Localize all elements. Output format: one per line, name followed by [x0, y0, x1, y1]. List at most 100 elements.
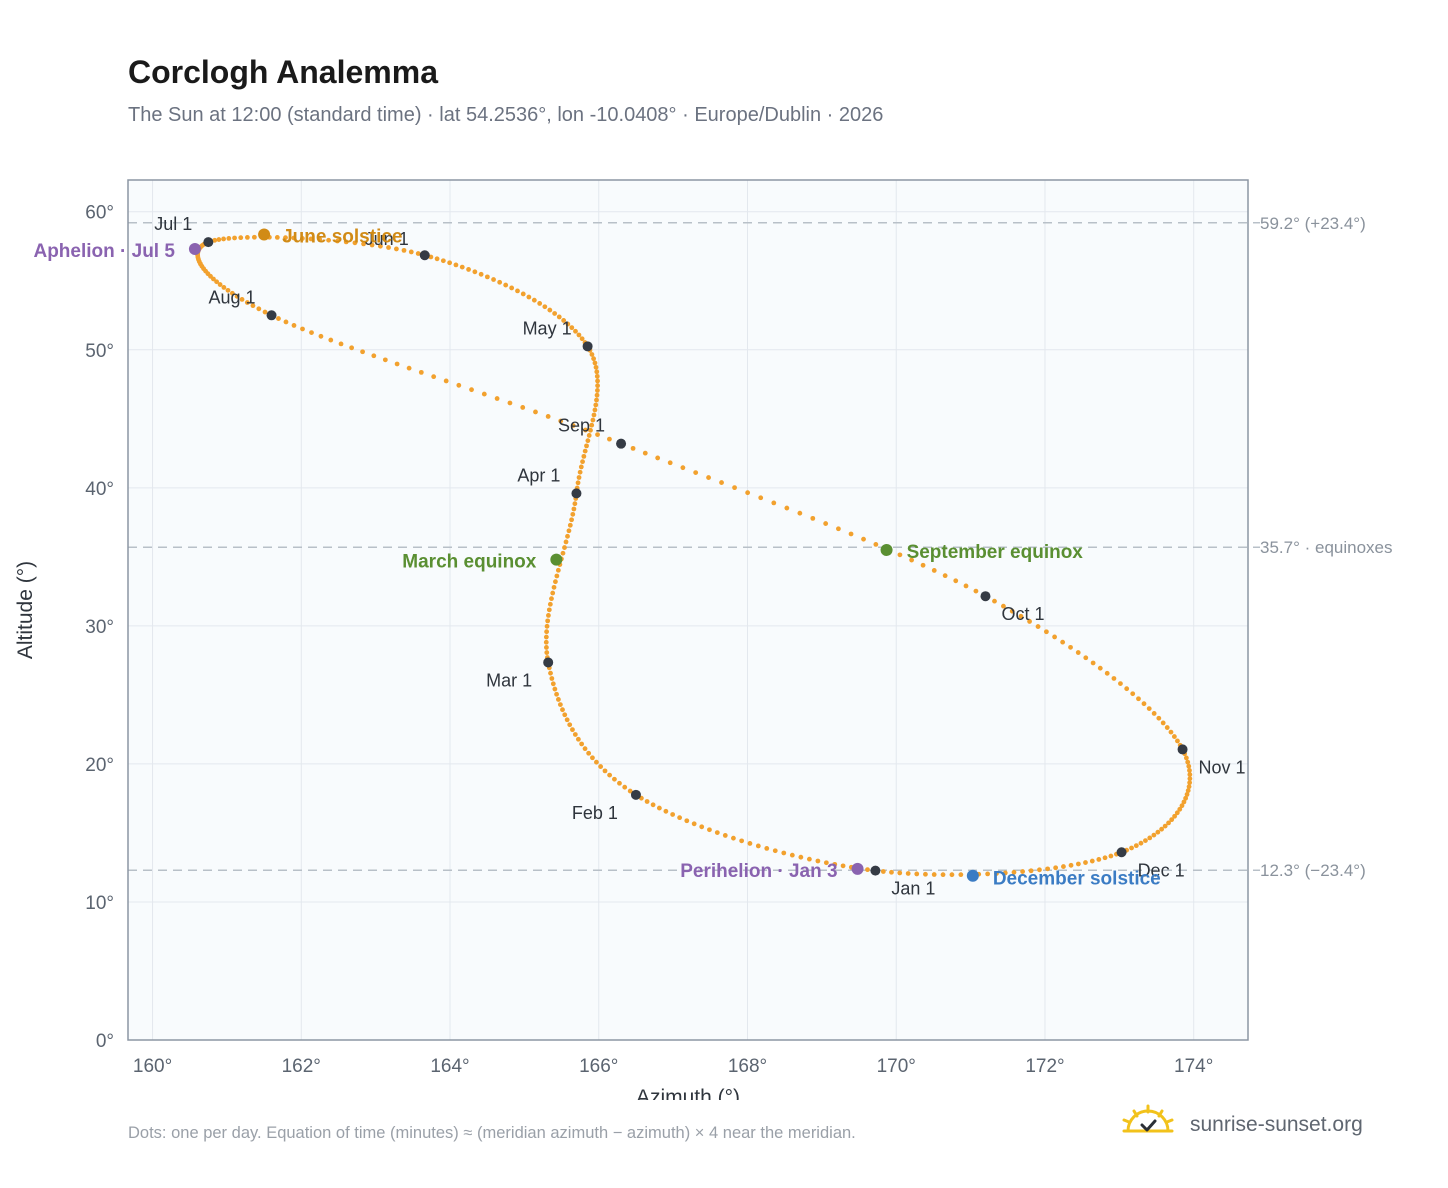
daily-dot	[1138, 840, 1144, 846]
daily-dot	[914, 871, 920, 877]
daily-dot	[317, 237, 323, 242]
daily-dot	[714, 830, 720, 836]
month-marker-label: Oct 1	[1001, 604, 1044, 624]
daily-dot	[526, 294, 532, 300]
daily-dot	[1136, 696, 1141, 702]
daily-dot	[216, 237, 222, 242]
daily-dot	[594, 373, 600, 379]
daily-dot	[731, 835, 736, 841]
daily-dot	[1151, 832, 1157, 838]
reference-lines: 59.2° (+23.4°) 35.7° · equinoxes 12.3° (−2…	[128, 214, 1393, 880]
daily-dot	[520, 291, 526, 297]
daily-dot	[593, 364, 599, 370]
daily-dot	[555, 567, 561, 573]
month-marker-label: Mar 1	[486, 670, 532, 690]
daily-dot	[798, 854, 804, 860]
daily-dot	[469, 387, 474, 393]
special-points: June solstice December solstice March equi…	[33, 227, 1160, 890]
daily-dot	[1129, 845, 1134, 851]
x-tick-label: 174°	[1174, 1056, 1213, 1077]
month-marker-dot	[630, 789, 641, 800]
daily-dot	[491, 277, 496, 282]
daily-dot	[566, 528, 572, 534]
daily-dot	[481, 391, 487, 397]
daily-dot	[309, 330, 314, 335]
daily-dot	[931, 872, 937, 877]
daily-dot	[553, 579, 558, 585]
daily-dot	[300, 326, 305, 332]
daily-dot	[394, 361, 400, 367]
daily-dot	[598, 764, 604, 769]
daily-dot	[256, 306, 262, 312]
daily-dot	[897, 870, 903, 876]
month-marker-dot	[419, 250, 430, 261]
daily-dot	[554, 691, 559, 697]
special-point-label: March equinox	[402, 552, 537, 573]
daily-dot	[797, 510, 803, 516]
x-tick-label: 164°	[430, 1056, 469, 1077]
daily-dot	[546, 612, 551, 618]
month-marker-dot	[1116, 847, 1127, 858]
daily-dot	[567, 522, 573, 528]
daily-dot	[565, 533, 570, 539]
daily-dot	[318, 333, 324, 339]
daily-dot	[537, 301, 543, 306]
daily-dot	[594, 392, 600, 398]
daily-dot	[963, 583, 969, 589]
daily-dot	[1075, 650, 1081, 655]
daily-dot	[755, 843, 761, 849]
daily-dot	[575, 736, 581, 742]
daily-dot	[509, 285, 515, 291]
month-marker-label: Jul 1	[154, 214, 192, 234]
daily-dot	[612, 776, 617, 782]
daily-dot	[386, 245, 391, 250]
reference-line-label: 59.2° (+23.4°)	[1260, 214, 1366, 233]
daily-dot	[547, 601, 553, 607]
reference-line-label: 12.3° (−23.4°)	[1260, 861, 1366, 880]
daily-dot	[466, 267, 471, 272]
daily-dot	[251, 234, 257, 240]
daily-dot	[655, 455, 661, 461]
daily-dot	[1169, 817, 1175, 823]
y-axis-label: Altitude (°)	[14, 561, 37, 659]
daily-dot	[250, 303, 256, 309]
daily-dot	[1187, 776, 1193, 782]
daily-dot	[1018, 613, 1024, 619]
daily-dot	[401, 247, 407, 253]
daily-dot	[472, 269, 478, 275]
daily-dot	[507, 400, 513, 406]
daily-dot	[567, 722, 573, 728]
daily-dot	[958, 872, 964, 878]
daily-dot	[1009, 608, 1015, 614]
daily-dot	[569, 325, 575, 331]
daily-dot	[570, 423, 576, 428]
daily-dot	[832, 861, 838, 867]
daily-dot	[1187, 780, 1193, 786]
special-point-dot	[550, 553, 563, 566]
daily-dot	[1166, 820, 1171, 826]
daily-dot	[565, 321, 571, 327]
daily-dot	[670, 812, 676, 817]
daily-dot	[549, 676, 555, 681]
daily-dot	[515, 288, 520, 294]
daily-dot	[677, 815, 683, 821]
daily-dot	[823, 860, 829, 866]
daily-dot	[1183, 795, 1189, 801]
month-marker-label: Dec 1	[1138, 860, 1185, 880]
daily-dot	[693, 470, 699, 476]
daily-dot	[1179, 803, 1185, 809]
analemma-chart: 59.2° (+23.4°) 35.7° · equinoxes 12.3° (−2…	[14, 179, 1393, 1100]
daily-dot	[1155, 829, 1161, 835]
daily-dot	[1027, 619, 1032, 624]
daily-dot	[1053, 865, 1059, 871]
daily-dot	[747, 841, 753, 846]
daily-dot	[578, 464, 584, 470]
x-axis-label: Azimuth (°)	[636, 1086, 740, 1100]
daily-dot	[1102, 855, 1108, 861]
daily-dot	[1130, 691, 1136, 697]
daily-dot	[992, 598, 997, 604]
daily-dot	[1043, 629, 1049, 635]
daily-dot	[739, 838, 745, 844]
special-point-label: Aphelion · Jul 5	[33, 241, 175, 262]
daily-dot	[595, 432, 600, 437]
